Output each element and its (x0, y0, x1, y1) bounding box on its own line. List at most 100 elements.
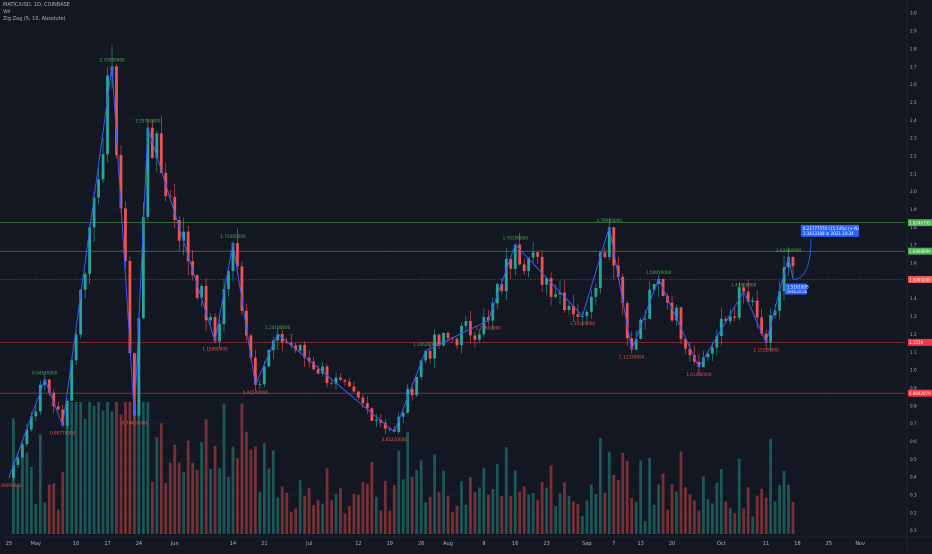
volume-bar (38, 434, 42, 534)
candle-body (262, 366, 266, 385)
candle-body (652, 283, 656, 290)
volume-bar (684, 487, 687, 534)
volume-bar (567, 496, 571, 534)
candle-body (294, 345, 298, 351)
x-tick-label: Sep (582, 541, 591, 547)
candle-body (706, 353, 710, 358)
candle-body (231, 243, 235, 272)
candle-body (298, 344, 302, 351)
candle-body (303, 344, 307, 358)
volume-bar (657, 484, 660, 534)
candle-body (598, 252, 602, 289)
candle-body (769, 315, 772, 343)
candle-body (410, 388, 414, 396)
y-tick-label: 1.4 (910, 296, 917, 301)
zigzag-pivot-label: 1.63280000 (776, 248, 802, 253)
candle-body (778, 291, 781, 311)
candle-body (61, 409, 65, 426)
volume-bar (495, 464, 499, 534)
volume-bar (473, 492, 477, 534)
volume-bar (518, 491, 522, 534)
volume-bar (460, 481, 463, 534)
candle-body (446, 333, 450, 338)
candle-body (249, 335, 253, 358)
volume-bar (746, 487, 750, 534)
volume-bar (348, 506, 351, 534)
volume-bar (218, 468, 221, 534)
candle-body (518, 244, 522, 265)
volume-bar (437, 492, 441, 534)
candle-body (522, 264, 526, 271)
volume-bar (258, 491, 262, 534)
volume-bar (330, 500, 333, 534)
x-tick-label: 10 (73, 541, 79, 547)
volume-bar (262, 443, 266, 534)
candle-body (688, 348, 692, 356)
candle-body (773, 310, 777, 316)
volume-bar (504, 447, 508, 534)
zigzag-pivot-label: 1.11330000 (619, 355, 645, 360)
y-tick-label: 1.9 (910, 207, 917, 212)
volume-legend: Vol (3, 9, 11, 15)
candle-body (213, 317, 217, 342)
volume-bar (186, 440, 190, 534)
volume-bar (607, 451, 611, 534)
zigzag-pivot-label: 0.65210000 (382, 437, 408, 442)
volume-bar (370, 462, 374, 534)
zigzag-pivot-label: 1.79970000 (597, 218, 623, 223)
volume-bar (419, 460, 423, 534)
volume-bar (312, 505, 316, 534)
candle-body (312, 361, 316, 370)
volume-bar (469, 477, 472, 534)
x-tick-label: 7 (612, 541, 615, 547)
volume-bar (213, 445, 217, 534)
volume-bar (733, 513, 737, 534)
volume-bar (79, 401, 83, 534)
zigzag-pivot-label: 0.68770000 (50, 431, 76, 436)
x-tick-label: 26 (418, 541, 424, 547)
volume-bar (182, 471, 186, 534)
volume-bar (742, 508, 746, 534)
candle-body (97, 179, 100, 198)
level-price-label: 1.1538 (909, 340, 923, 345)
candle-body (625, 303, 629, 339)
volume-bar (639, 460, 643, 534)
volume-bar (61, 472, 65, 534)
volume-bar (43, 502, 47, 534)
candle-body (549, 278, 553, 297)
candle-body (115, 66, 118, 156)
zigzag-pivot-label: 0.94570000 (32, 371, 58, 376)
candle-body (733, 316, 737, 318)
candle-body (634, 339, 638, 350)
candle-body (146, 127, 150, 217)
x-tick-label: Jun (170, 541, 179, 547)
volume-bar (719, 469, 723, 534)
volume-bar (271, 450, 275, 534)
candle-body (728, 316, 732, 322)
volume-bar (222, 403, 226, 534)
volume-bar (101, 410, 105, 534)
candle-body (361, 397, 365, 404)
candle-body (285, 342, 289, 344)
candle-body (236, 243, 239, 267)
candle-body (47, 379, 51, 393)
volume-bar (155, 437, 159, 534)
y-tick-label: 1.7 (910, 243, 917, 248)
y-tick-label: 2.0 (910, 189, 917, 194)
y-tick-label: 1.3 (910, 314, 917, 319)
volume-bar (679, 451, 683, 534)
candle-body (383, 422, 387, 429)
volume-bar (782, 470, 786, 534)
candle-body (119, 155, 123, 209)
volume-bar (150, 481, 154, 534)
x-tick-label: 23 (543, 541, 549, 547)
volume-bar (751, 516, 755, 534)
y-tick-label: 2.7 (910, 64, 917, 69)
volume-bar (594, 494, 598, 534)
candle-body (365, 403, 369, 409)
projection-arrow (792, 238, 812, 280)
volume-bar (576, 504, 580, 534)
candle-body (209, 317, 212, 321)
